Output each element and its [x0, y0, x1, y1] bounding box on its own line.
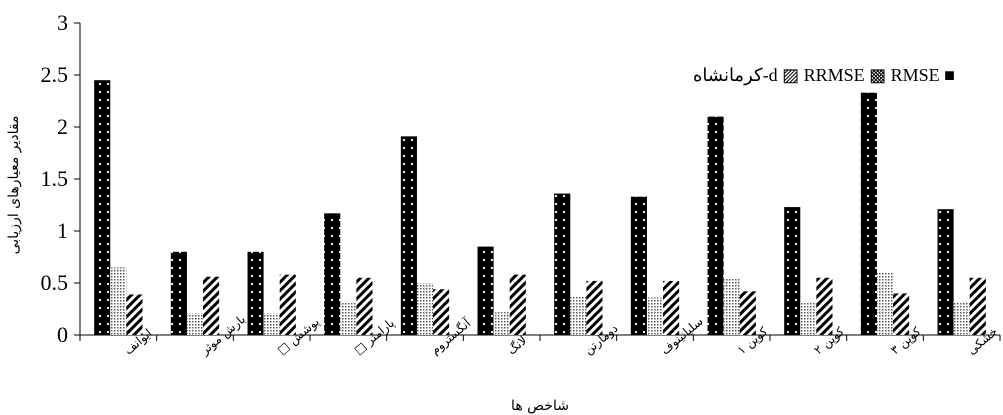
bar-rrmse-10: [876, 271, 894, 335]
bar-rrmse-2: [263, 313, 280, 335]
bar-d--2: [279, 274, 296, 335]
bar-rrmse-6: [570, 296, 587, 335]
bar-d--4: [433, 289, 450, 335]
bars: [94, 80, 986, 336]
bar-rrmse-3: [340, 302, 357, 335]
y-tick-label: 1: [57, 218, 68, 243]
bar-d--10: [893, 293, 910, 335]
bar-rrmse-5: [493, 312, 510, 335]
bar-d--9: [816, 277, 833, 335]
bar-rrmse-8: [723, 277, 740, 335]
bar-d--8: [739, 291, 756, 335]
bar-rrmse-7: [646, 297, 664, 335]
bar-rmse-0: [94, 80, 111, 335]
y-tick-label: 3: [57, 10, 68, 35]
y-tick-label: 2.5: [41, 62, 69, 87]
bar-rmse-6: [554, 193, 571, 335]
category-label: لانگ: [505, 333, 530, 357]
bar-rmse-5: [477, 246, 494, 335]
bar-rmse-9: [784, 207, 801, 335]
y-tick-label: 0.5: [41, 270, 69, 295]
bar-rmse-4: [400, 136, 417, 335]
bar-rmse-11: [937, 209, 954, 335]
bar-d--3: [356, 277, 373, 335]
y-axis: 0 0.5 1 1.5 2 2.5 3: [41, 10, 81, 347]
bar-rrmse-0: [110, 267, 127, 335]
legend-label: کرمانشاه-d ▨ RRMSE ▩ RMSE ■: [693, 65, 955, 86]
bar-rrmse-4: [416, 283, 434, 335]
bar-rrmse-11: [953, 301, 970, 335]
bar-rmse-8: [707, 116, 724, 335]
bar-d--7: [663, 280, 680, 335]
x-axis: [79, 334, 1001, 341]
x-axis-title: شاخص ها: [511, 398, 569, 414]
bar-rmse-2: [247, 251, 264, 335]
bar-d--11: [969, 277, 986, 335]
bar-d--6: [586, 280, 603, 335]
bar-d--5: [509, 274, 526, 335]
bar-d--0: [126, 294, 143, 335]
bar-d--1: [203, 276, 220, 335]
bar-rmse-10: [860, 92, 877, 336]
y-tick-label: 0: [57, 322, 68, 347]
bar-rrmse-1: [186, 313, 204, 335]
y-tick-label: 1.5: [41, 166, 69, 191]
bar-rmse-1: [170, 251, 187, 335]
y-axis-title: مقادیر معیارهای ارزیابی: [6, 116, 22, 255]
bar-rmse-7: [630, 196, 647, 335]
y-tick-label: 2: [57, 114, 68, 139]
bar-rrmse-9: [800, 301, 817, 335]
bar-rmse-3: [324, 213, 341, 335]
legend: کرمانشاه-d ▨ RRMSE ▩ RMSE ■: [693, 65, 955, 86]
